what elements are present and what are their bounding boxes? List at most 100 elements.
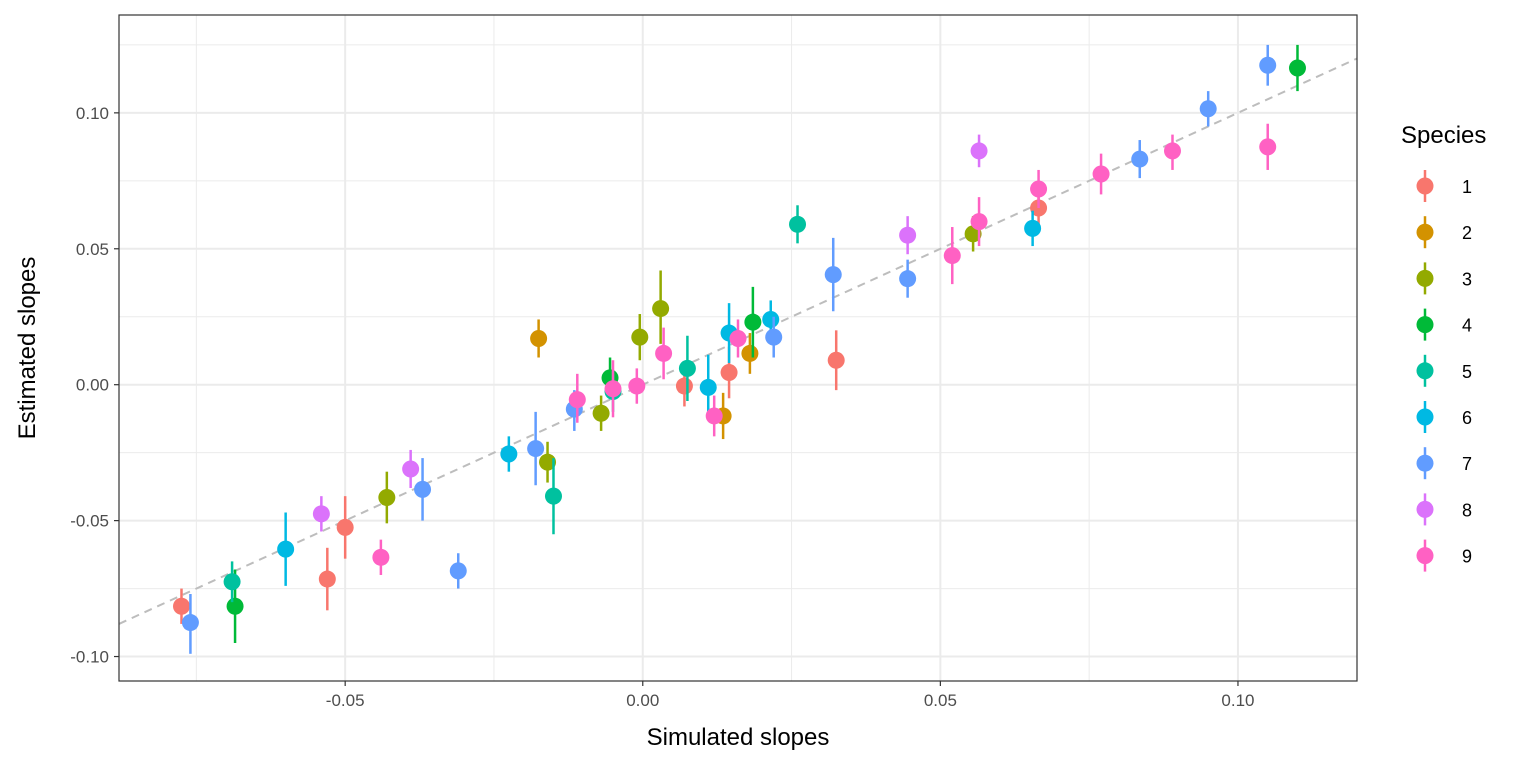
- legend: Species 1 2 3 4 5 6 7 8 9: [1401, 122, 1486, 572]
- data-point: [226, 597, 244, 615]
- panel-border: [118, 14, 1358, 682]
- y-tick-label: 0.10: [76, 104, 109, 123]
- series-5: [223, 205, 807, 603]
- legend-label: 5: [1462, 362, 1472, 382]
- data-point: [1288, 59, 1306, 77]
- series-9: [372, 123, 1277, 575]
- series-3: [378, 216, 982, 524]
- data-point: [1024, 219, 1042, 237]
- legend-item-6: 6: [1416, 401, 1472, 433]
- data-point: [568, 391, 586, 409]
- y-tick-label: 0.00: [76, 376, 109, 395]
- y-tick-label: -0.05: [70, 512, 109, 531]
- legend-key-point: [1416, 223, 1434, 241]
- reference-line: [118, 57, 1358, 625]
- data-point: [604, 380, 622, 398]
- data-point: [223, 573, 241, 591]
- legend-label: 7: [1462, 454, 1472, 474]
- data-point: [970, 142, 988, 160]
- x-tick-label: 0.10: [1221, 691, 1254, 710]
- legend-label: 2: [1462, 223, 1472, 243]
- data-point: [1259, 138, 1277, 156]
- data-point: [539, 453, 557, 471]
- legend-item-3: 3: [1416, 262, 1472, 295]
- legend-key-point: [1416, 454, 1434, 472]
- data-point: [705, 407, 723, 425]
- series-8: [312, 134, 988, 532]
- data-point: [652, 300, 670, 318]
- series-4: [226, 44, 1306, 643]
- legend-item-1: 1: [1416, 170, 1472, 202]
- series-6: [277, 210, 1042, 586]
- data-point: [592, 404, 610, 422]
- data-point: [181, 614, 199, 632]
- data-point: [378, 489, 396, 507]
- legend-label: 6: [1462, 408, 1472, 428]
- x-tick-label: 0.00: [626, 691, 659, 710]
- data-point: [1199, 100, 1217, 118]
- data-point: [943, 247, 961, 265]
- data-point: [414, 480, 432, 498]
- legend-label: 8: [1462, 500, 1472, 520]
- data-point: [827, 351, 845, 369]
- data-point: [318, 570, 336, 588]
- data-point: [527, 440, 545, 458]
- data-point: [720, 363, 738, 381]
- legend-key-point: [1416, 500, 1434, 518]
- grid-minor: [119, 15, 1357, 681]
- data-point: [500, 445, 518, 463]
- legend-item-5: 5: [1416, 354, 1472, 387]
- x-tick-label: -0.05: [326, 691, 365, 710]
- data-point: [729, 329, 747, 347]
- data-point: [741, 344, 759, 362]
- data-point: [631, 328, 649, 346]
- legend-key-point: [1416, 408, 1434, 426]
- x-axis-title: Simulated slopes: [647, 724, 830, 751]
- data-point: [312, 505, 330, 523]
- data-point: [1259, 56, 1277, 74]
- data-point: [789, 215, 807, 233]
- grid-major: [119, 15, 1357, 681]
- data-point: [277, 540, 295, 558]
- legend-item-4: 4: [1416, 308, 1472, 341]
- points-layer: [172, 44, 1306, 654]
- data-point: [765, 328, 783, 346]
- data-point: [449, 562, 467, 580]
- legend-key-point: [1416, 316, 1434, 334]
- y-tick-label: -0.10: [70, 648, 109, 667]
- data-point: [699, 378, 717, 396]
- data-point: [1131, 150, 1149, 168]
- data-point: [762, 310, 780, 328]
- data-point: [824, 266, 842, 284]
- legend-title: Species: [1401, 122, 1486, 149]
- data-point: [655, 344, 673, 362]
- y-axis-title: Estimated slopes: [14, 257, 41, 440]
- data-point: [899, 270, 917, 288]
- legend-item-9: 9: [1416, 539, 1472, 572]
- legend-item-2: 2: [1416, 216, 1472, 249]
- legend-label: 4: [1462, 316, 1472, 336]
- data-point: [1163, 142, 1181, 160]
- data-point: [544, 487, 562, 505]
- legend-label: 9: [1462, 547, 1472, 567]
- legend-key-point: [1416, 177, 1434, 195]
- legend-key-point: [1416, 269, 1434, 287]
- data-point: [628, 377, 646, 395]
- data-point: [530, 329, 548, 347]
- legend-key-point: [1416, 547, 1434, 565]
- data-point: [336, 518, 354, 536]
- data-point: [899, 226, 917, 244]
- y-tick-label: 0.05: [76, 240, 109, 259]
- legend-key-point: [1416, 362, 1434, 380]
- y-axis: -0.10 -0.05 0.00 0.05 0.10: [70, 104, 119, 667]
- series-7: [181, 44, 1277, 654]
- data-point: [1092, 165, 1110, 183]
- legend-label: 1: [1462, 177, 1472, 197]
- legend-label: 3: [1462, 269, 1472, 289]
- x-tick-label: 0.05: [924, 691, 957, 710]
- x-axis: -0.05 0.00 0.05 0.10: [326, 681, 1255, 710]
- data-point: [1030, 180, 1048, 198]
- data-point: [372, 548, 390, 566]
- data-point: [172, 597, 190, 615]
